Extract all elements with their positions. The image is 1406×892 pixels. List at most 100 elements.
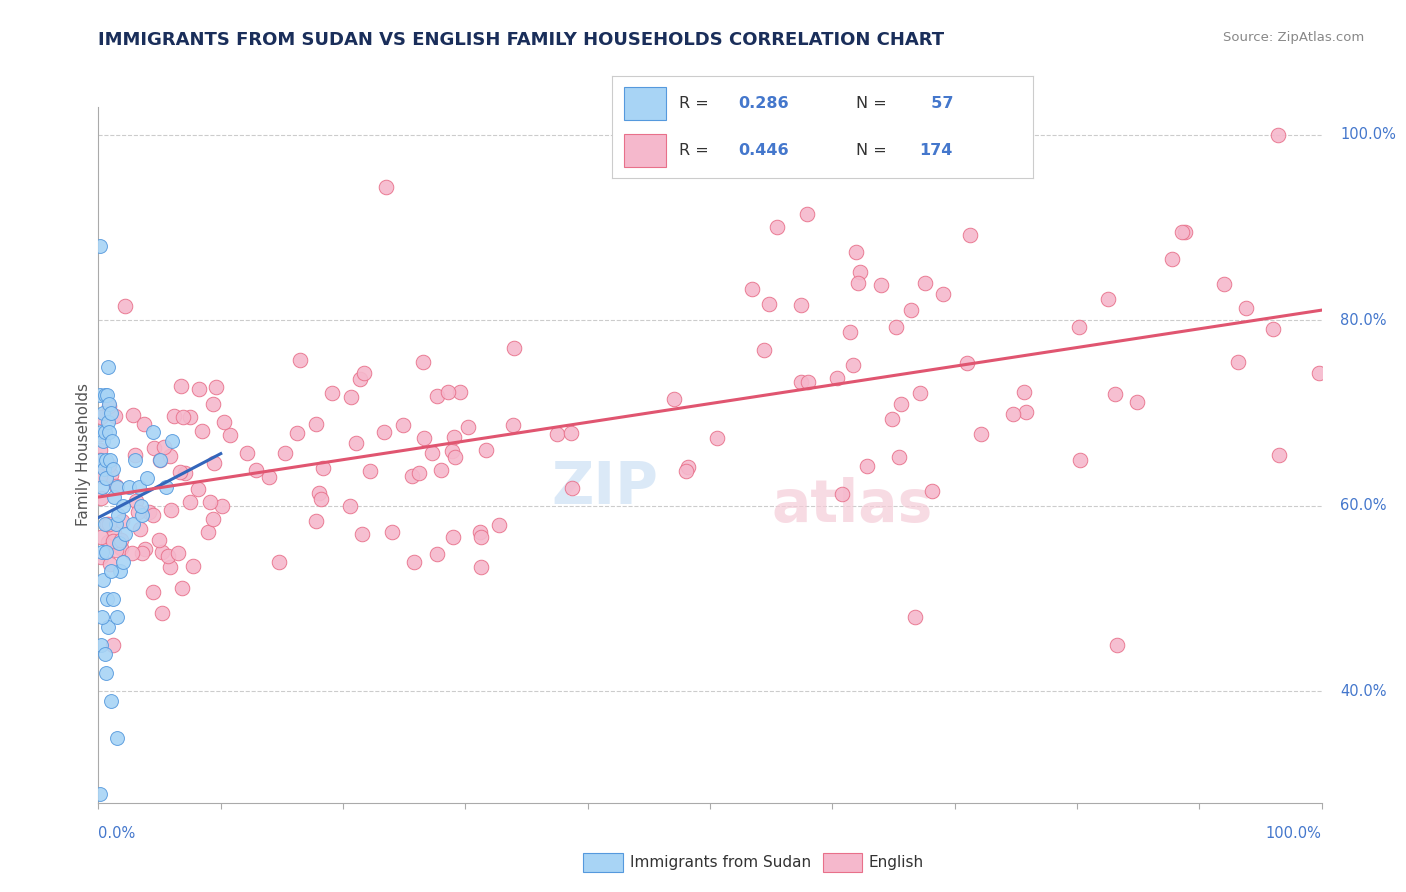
- Point: [359, 464, 381, 478]
- Point: [311, 492, 333, 507]
- Point: [375, 180, 398, 194]
- Point: [884, 319, 907, 334]
- Point: [128, 480, 150, 494]
- Point: [797, 376, 820, 390]
- Text: N =: N =: [856, 144, 893, 158]
- Point: [101, 591, 124, 606]
- Point: [149, 453, 172, 467]
- Point: [93, 387, 115, 401]
- Point: [105, 610, 128, 624]
- Point: [121, 546, 143, 560]
- Point: [1234, 301, 1257, 315]
- Point: [89, 387, 111, 401]
- Point: [91, 573, 114, 587]
- Point: [560, 426, 582, 441]
- Point: [93, 648, 115, 662]
- Point: [449, 384, 471, 399]
- Point: [97, 619, 120, 633]
- Point: [381, 524, 404, 539]
- Text: Source: ZipAtlas.com: Source: ZipAtlas.com: [1223, 31, 1364, 45]
- Point: [89, 787, 111, 801]
- Point: [921, 484, 943, 499]
- Point: [149, 452, 172, 467]
- Point: [160, 434, 183, 448]
- Point: [101, 638, 124, 652]
- Text: R =: R =: [679, 144, 714, 158]
- Point: [125, 493, 148, 508]
- Point: [1227, 355, 1250, 369]
- Point: [98, 452, 121, 467]
- Point: [754, 343, 776, 358]
- FancyBboxPatch shape: [624, 135, 666, 167]
- Point: [90, 491, 112, 506]
- Point: [1170, 226, 1192, 240]
- Point: [121, 517, 143, 532]
- Point: [97, 359, 120, 374]
- Point: [392, 418, 415, 433]
- Point: [170, 379, 193, 393]
- Point: [245, 463, 267, 477]
- Point: [190, 424, 212, 438]
- Point: [104, 479, 127, 493]
- Point: [412, 355, 434, 369]
- Point: [97, 535, 120, 549]
- Point: [845, 245, 868, 260]
- Point: [882, 412, 904, 426]
- Point: [94, 452, 117, 467]
- Point: [172, 582, 194, 596]
- Point: [90, 425, 112, 439]
- Point: [134, 417, 156, 431]
- Point: [124, 448, 146, 462]
- Point: [340, 390, 363, 404]
- Point: [91, 545, 114, 559]
- Point: [1012, 385, 1035, 400]
- Point: [118, 480, 141, 494]
- Point: [89, 239, 111, 253]
- Point: [321, 386, 343, 401]
- Point: [488, 518, 510, 533]
- Point: [96, 387, 118, 401]
- Point: [502, 417, 524, 432]
- Point: [766, 219, 789, 234]
- Text: 174: 174: [920, 144, 953, 158]
- Text: English: English: [869, 855, 924, 870]
- Point: [1069, 320, 1091, 334]
- Point: [155, 480, 177, 494]
- Point: [94, 545, 117, 559]
- Point: [101, 534, 124, 549]
- Point: [970, 427, 993, 442]
- Point: [349, 372, 371, 386]
- Point: [546, 426, 568, 441]
- Point: [105, 731, 128, 745]
- Point: [97, 458, 120, 472]
- Point: [413, 432, 436, 446]
- Point: [212, 415, 235, 429]
- Point: [122, 409, 145, 423]
- Point: [890, 396, 912, 410]
- Point: [457, 420, 479, 434]
- Point: [90, 550, 112, 565]
- Text: 60.0%: 60.0%: [1340, 499, 1386, 514]
- Point: [914, 277, 936, 291]
- Point: [1261, 322, 1284, 336]
- Point: [153, 440, 176, 454]
- Point: [1104, 387, 1126, 401]
- Text: 100.0%: 100.0%: [1340, 128, 1396, 143]
- Point: [475, 442, 498, 457]
- Point: [148, 533, 170, 547]
- Point: [846, 276, 869, 290]
- Point: [89, 457, 111, 471]
- Text: IMMIGRANTS FROM SUDAN VS ENGLISH FAMILY HOUSEHOLDS CORRELATION CHART: IMMIGRANTS FROM SUDAN VS ENGLISH FAMILY …: [98, 31, 945, 49]
- Point: [201, 512, 224, 526]
- Point: [900, 302, 922, 317]
- Point: [211, 499, 233, 513]
- Point: [856, 458, 879, 473]
- Point: [1125, 395, 1147, 409]
- Point: [339, 499, 361, 513]
- Point: [870, 278, 893, 293]
- Point: [107, 508, 129, 523]
- Point: [440, 444, 463, 458]
- Point: [353, 366, 375, 380]
- Text: 0.446: 0.446: [738, 144, 789, 158]
- Point: [142, 585, 165, 599]
